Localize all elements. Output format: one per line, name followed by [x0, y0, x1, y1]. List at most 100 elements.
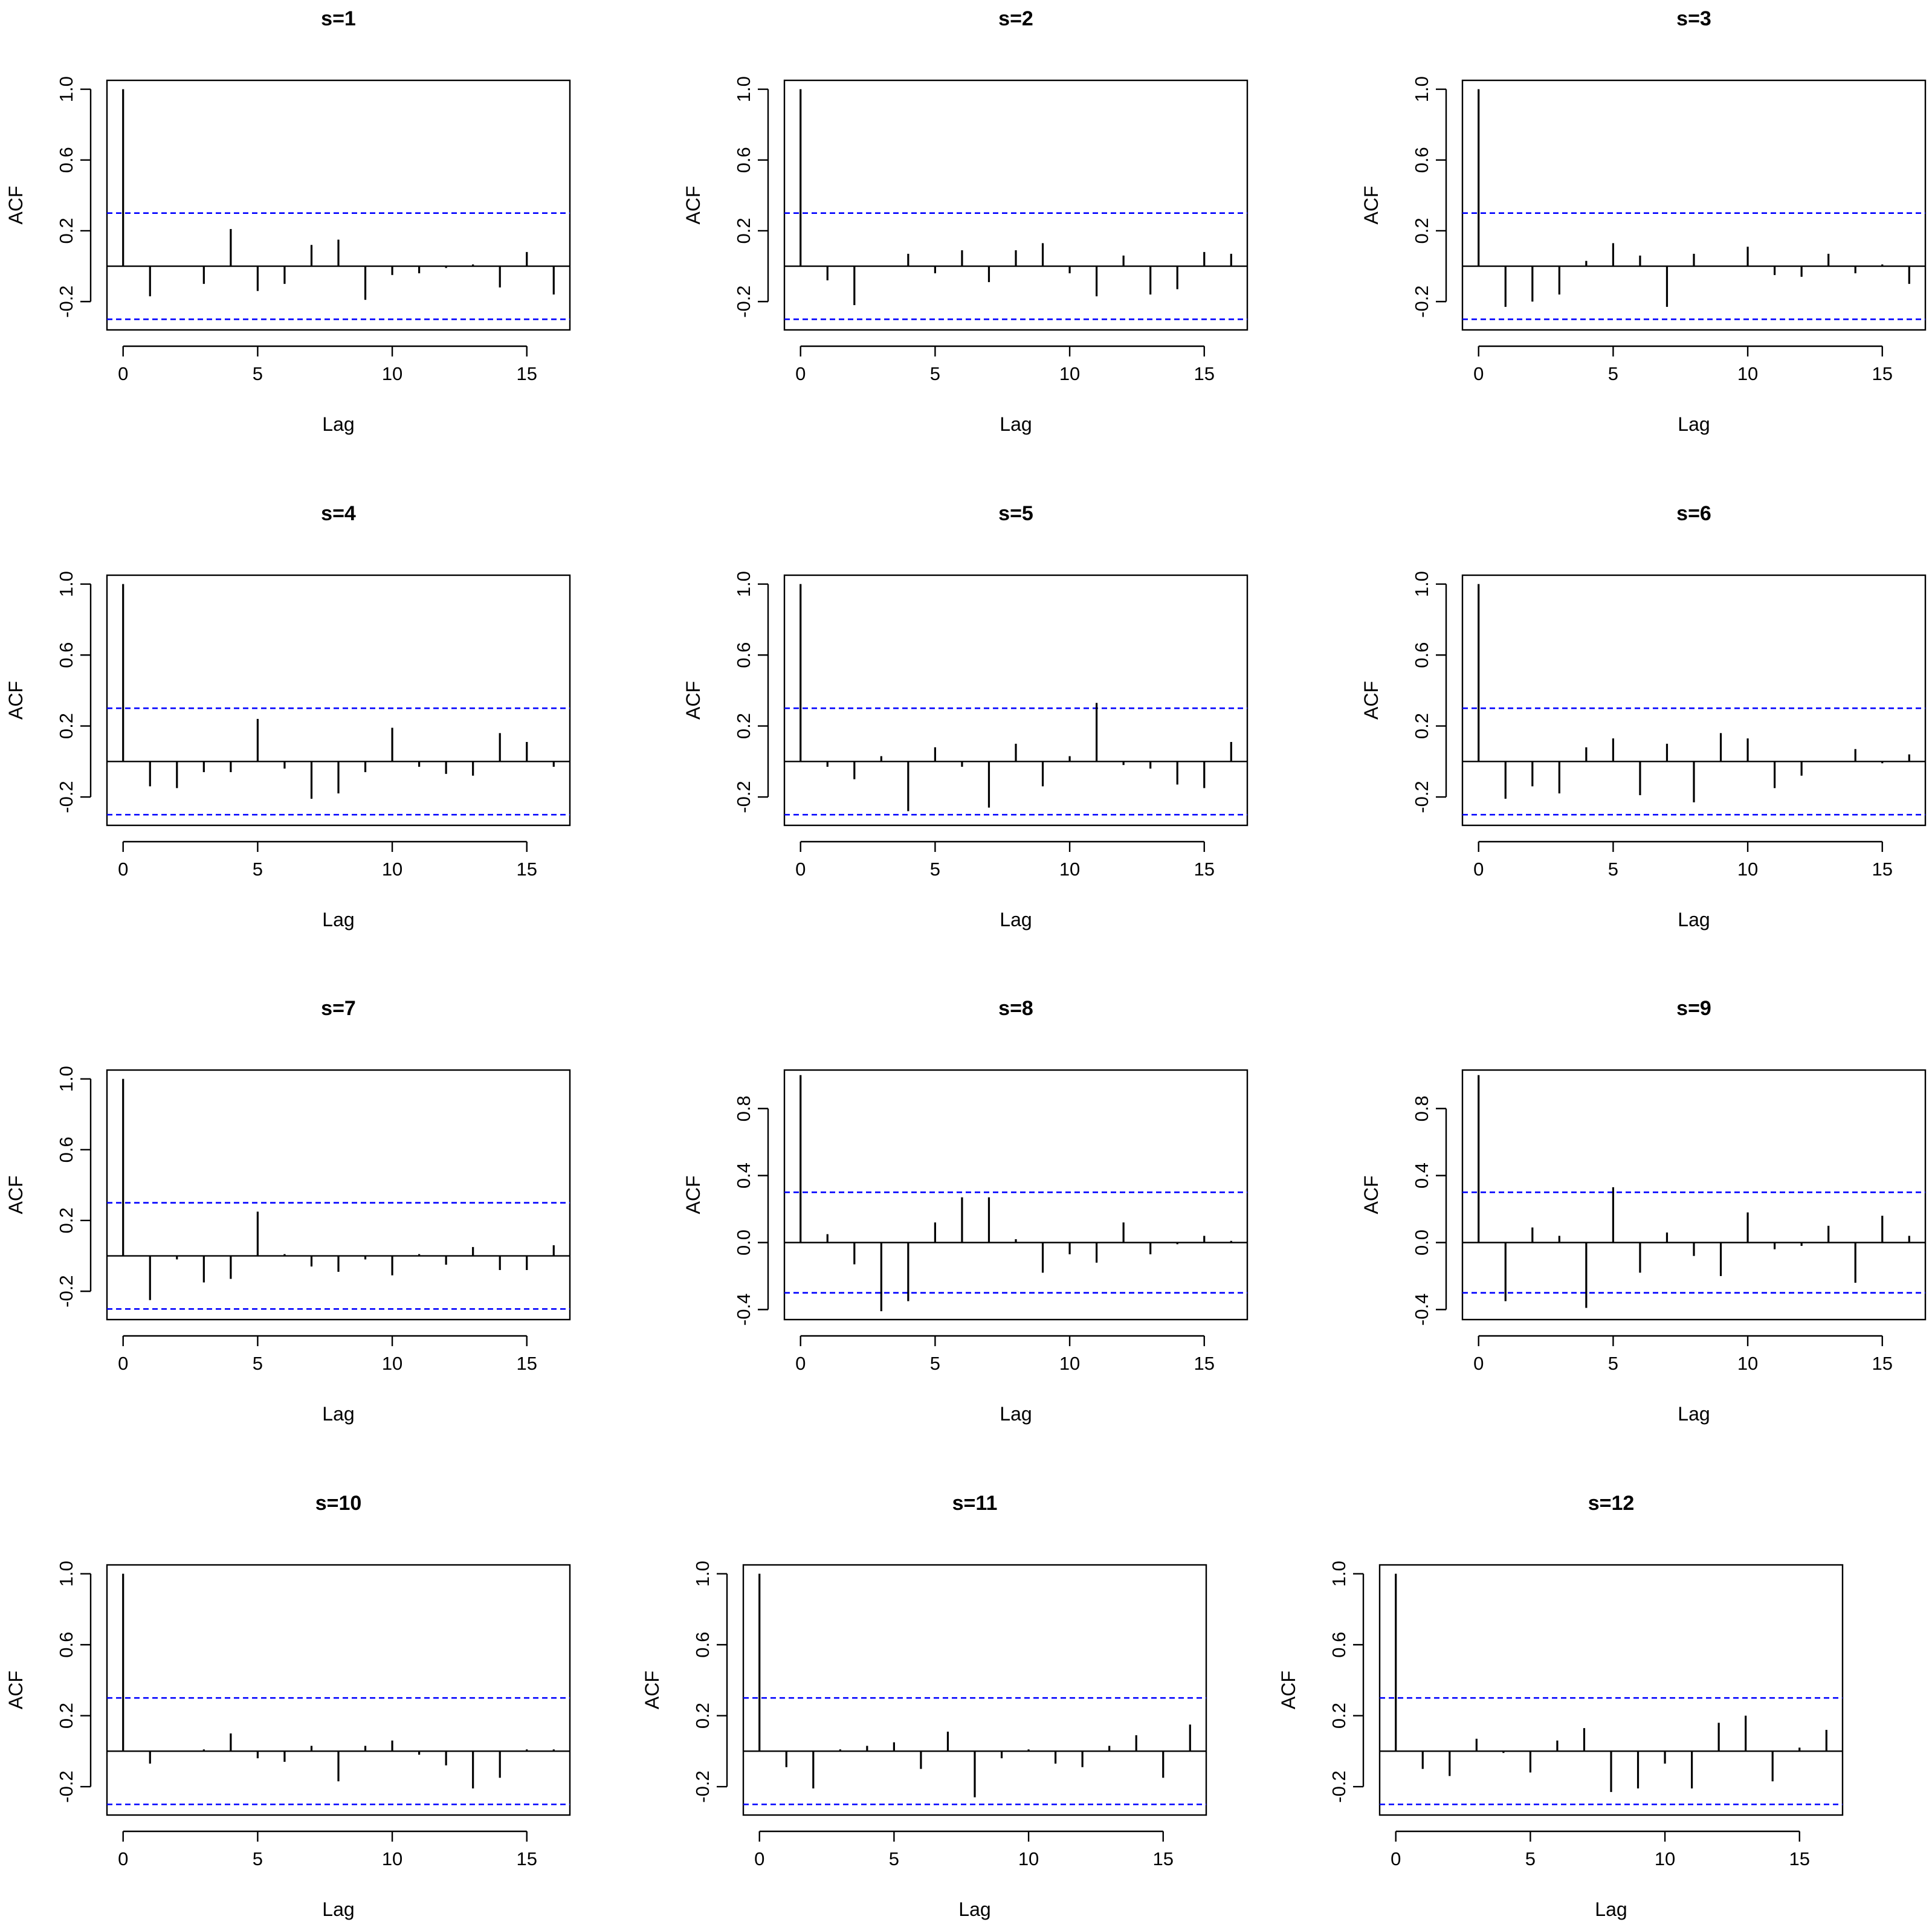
x-tick-label: 5 — [1525, 1848, 1536, 1869]
plot-frame — [106, 574, 571, 827]
x-axis-label: Lag — [322, 909, 354, 930]
y-axis: -0.4 0.0 0.4 0.8 — [733, 1095, 769, 1326]
y-tick-label: 1.0 — [56, 571, 77, 597]
y-tick-label: 0.2 — [733, 218, 754, 243]
panel-9: s=9 0 5 10 15 Lag -0.4 0.0 0.4 0.8 ACF — [1360, 997, 1927, 1425]
y-axis: -0.2 0.2 0.6 1.0 — [1411, 571, 1447, 813]
x-tick-label: 15 — [517, 363, 537, 384]
panel-8: s=8 0 5 10 15 Lag -0.4 0.0 0.4 0.8 ACF — [682, 997, 1249, 1425]
plot-frame — [1378, 1564, 1844, 1816]
y-tick-label: 0.2 — [56, 218, 77, 243]
x-axis: 0 5 10 15 — [1391, 1830, 1810, 1869]
panel-1: s=1 0 5 10 15 Lag -0.2 0.2 0.6 1.0 ACF — [5, 7, 571, 435]
y-axis-label: ACF — [1360, 186, 1382, 225]
x-tick-label: 10 — [382, 1353, 402, 1374]
y-axis-label: ACF — [682, 681, 704, 720]
x-tick-label: 15 — [1872, 859, 1893, 880]
plot-frame — [742, 1564, 1207, 1816]
y-tick-label: -0.4 — [1411, 1294, 1432, 1326]
panel-title: s=11 — [952, 1492, 998, 1515]
x-tick-label: 15 — [517, 859, 537, 880]
y-axis: -0.2 0.2 0.6 1.0 — [1411, 76, 1447, 318]
y-tick-label: 0.0 — [733, 1230, 754, 1256]
y-tick-label: 0.2 — [692, 1703, 713, 1729]
y-tick-label: 1.0 — [1411, 571, 1432, 597]
plot-frame — [783, 79, 1249, 331]
x-axis: 0 5 10 15 — [118, 1335, 537, 1374]
y-tick-label: 0.2 — [1411, 218, 1432, 243]
y-tick-label: 0.4 — [1411, 1162, 1432, 1188]
y-tick-label: -0.2 — [1411, 781, 1432, 813]
y-tick-label: 0.6 — [733, 147, 754, 173]
x-tick-label: 5 — [930, 363, 940, 384]
plot-frame — [106, 1069, 571, 1321]
plot-frame — [1461, 1069, 1927, 1321]
x-axis-label: Lag — [1000, 909, 1032, 930]
y-tick-label: -0.2 — [733, 285, 754, 317]
x-tick-label: 0 — [795, 859, 806, 880]
x-tick-label: 5 — [1608, 859, 1618, 880]
x-tick-label: 15 — [1153, 1848, 1174, 1869]
y-axis: -0.4 0.0 0.4 0.8 — [1411, 1095, 1447, 1326]
panel-7: s=7 0 5 10 15 Lag -0.2 0.2 0.6 1.0 ACF — [5, 997, 571, 1425]
plot-frame — [106, 1564, 571, 1816]
x-tick-label: 0 — [1473, 363, 1484, 384]
y-tick-label: 0.2 — [1328, 1703, 1349, 1729]
x-tick-label: 10 — [1737, 363, 1758, 384]
y-tick-label: -0.2 — [1411, 285, 1432, 317]
y-tick-label: 0.0 — [1411, 1230, 1432, 1256]
y-axis-label: ACF — [682, 1176, 704, 1214]
x-axis: 0 5 10 15 — [1473, 345, 1893, 384]
x-tick-label: 10 — [1737, 1353, 1758, 1374]
panel-title: s=9 — [1676, 997, 1711, 1020]
y-tick-label: 0.6 — [56, 147, 77, 173]
x-tick-label: 5 — [889, 1848, 899, 1869]
x-axis-label: Lag — [1000, 413, 1032, 435]
x-tick-label: 0 — [754, 1848, 764, 1869]
y-axis: -0.2 0.2 0.6 1.0 — [56, 1066, 92, 1308]
x-axis-label: Lag — [1678, 1403, 1710, 1425]
y-tick-label: 0.6 — [692, 1632, 713, 1658]
x-tick-label: 10 — [1059, 859, 1080, 880]
y-axis-label: ACF — [682, 186, 704, 225]
x-tick-label: 10 — [1059, 1353, 1080, 1374]
y-tick-label: 0.2 — [733, 713, 754, 739]
x-tick-label: 15 — [1194, 1353, 1215, 1374]
x-axis: 0 5 10 15 — [118, 345, 537, 384]
y-tick-label: 1.0 — [692, 1561, 713, 1587]
x-axis: 0 5 10 15 — [795, 840, 1215, 880]
x-tick-label: 0 — [118, 859, 128, 880]
panel-title: s=12 — [1588, 1492, 1635, 1515]
y-tick-label: 0.2 — [1411, 713, 1432, 739]
y-axis: -0.2 0.2 0.6 1.0 — [1328, 1561, 1365, 1803]
x-tick-label: 0 — [118, 363, 128, 384]
y-tick-label: 0.6 — [1411, 147, 1432, 173]
y-tick-label: 0.8 — [1411, 1095, 1432, 1121]
x-axis-label: Lag — [1678, 909, 1710, 930]
panel-title: s=3 — [1676, 7, 1711, 30]
y-axis: -0.2 0.2 0.6 1.0 — [733, 571, 769, 813]
x-axis: 0 5 10 15 — [795, 1335, 1215, 1374]
x-tick-label: 10 — [382, 859, 402, 880]
y-tick-label: -0.4 — [733, 1294, 754, 1326]
x-axis-label: Lag — [1000, 1403, 1032, 1425]
panel-2: s=2 0 5 10 15 Lag -0.2 0.2 0.6 1.0 ACF — [682, 7, 1249, 435]
plot-frame — [1461, 574, 1927, 827]
x-tick-label: 10 — [1655, 1848, 1675, 1869]
y-tick-label: 0.2 — [56, 1703, 77, 1729]
y-tick-label: -0.2 — [733, 781, 754, 813]
y-axis: -0.2 0.2 0.6 1.0 — [56, 1561, 92, 1803]
panel-title: s=2 — [998, 7, 1033, 30]
x-axis: 0 5 10 15 — [795, 345, 1215, 384]
x-tick-label: 0 — [1473, 859, 1484, 880]
x-tick-label: 0 — [118, 1353, 128, 1374]
x-tick-label: 15 — [1194, 363, 1215, 384]
y-tick-label: 1.0 — [1411, 76, 1432, 102]
x-axis: 0 5 10 15 — [1473, 1335, 1893, 1374]
x-tick-label: 15 — [1789, 1848, 1810, 1869]
panel-title: s=4 — [321, 502, 356, 525]
panel-10: s=10 0 5 10 15 Lag -0.2 0.2 0.6 1.0 ACF — [5, 1492, 571, 1920]
y-axis-label: ACF — [5, 1671, 27, 1709]
panel-12: s=12 0 5 10 15 Lag -0.2 0.2 0.6 1.0 ACF — [1278, 1492, 1844, 1920]
